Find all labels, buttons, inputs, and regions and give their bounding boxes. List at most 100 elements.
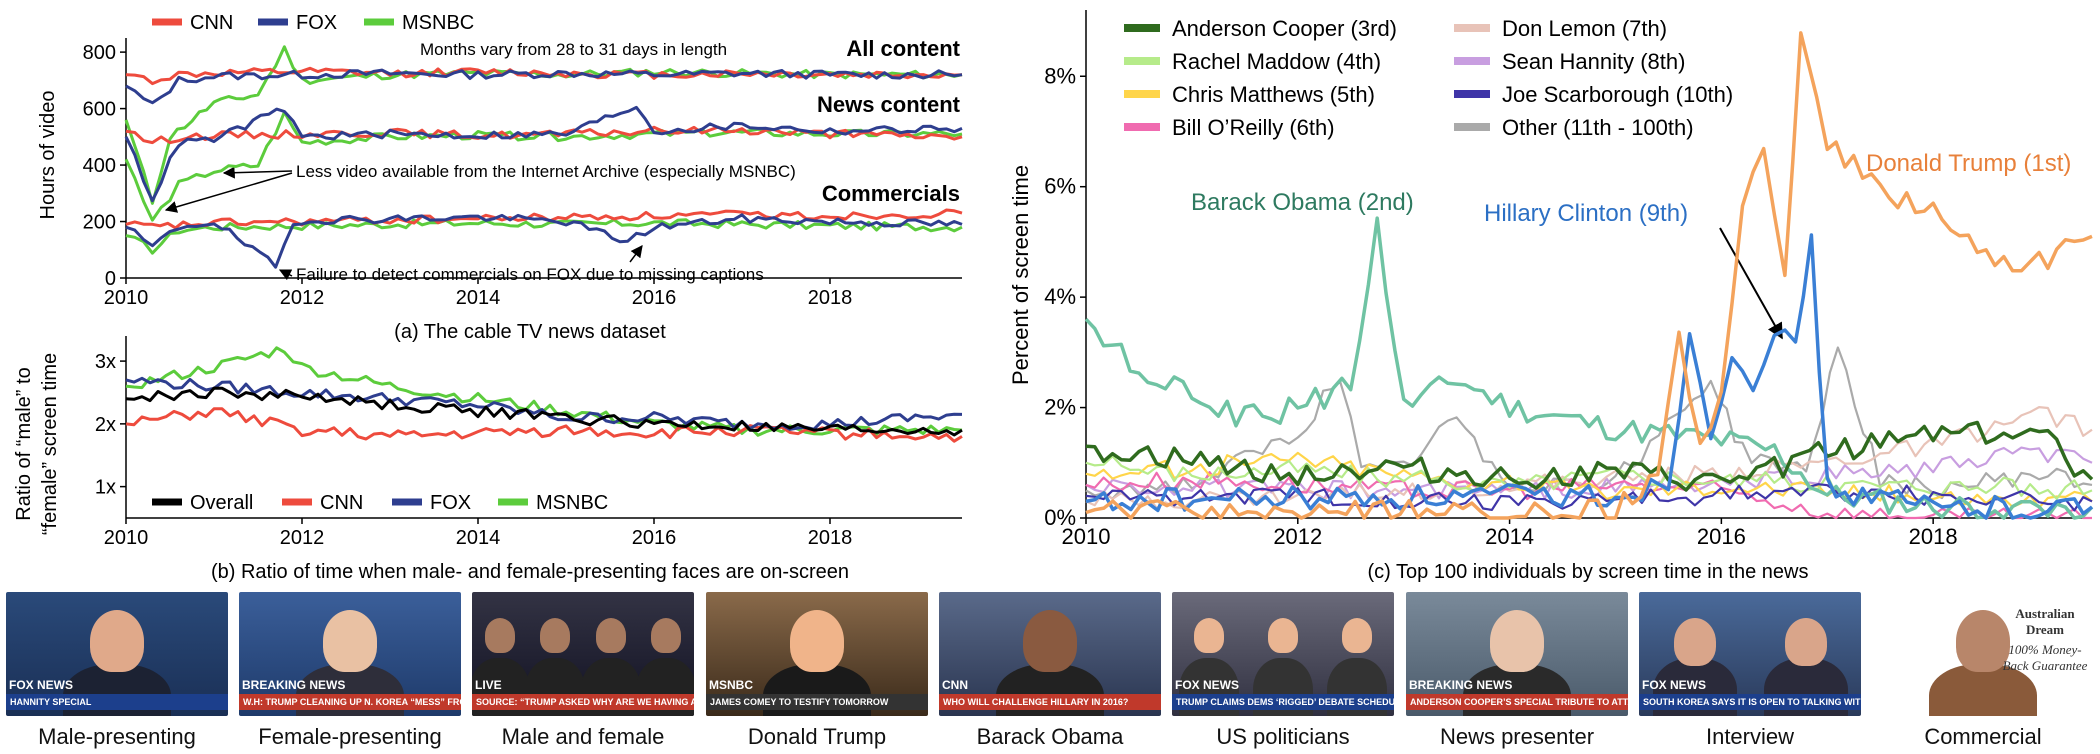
clinton-label-arrow	[1719, 227, 1783, 340]
series-line-screen-donald-trump-1st	[1085, 31, 2093, 520]
label-barack-obama: Barack Obama (2nd)	[1191, 189, 1414, 216]
panel-b-x-tick-label: 2012	[280, 527, 325, 549]
thumbnail-commercial: Australian Dream 100% Money-Back Guarante…	[1872, 592, 2094, 750]
panel-c-legend-label-other-11th-100th: Other (11th - 100th)	[1502, 115, 1694, 140]
panel-a-y-tick-label: 200	[83, 212, 116, 234]
thumbnail-image: JAMES COMEY TO TESTIFY TOMORROW MSNBC	[706, 592, 928, 716]
thumbnail-network-logo: BREAKING NEWS	[242, 678, 346, 692]
person-head	[1023, 610, 1077, 673]
annotation-months: Months vary from 28 to 31 days in length	[420, 40, 727, 59]
thumbnail-caption: US politicians	[1216, 724, 1350, 749]
panel-c-legend-label-joe-scarborough-10th: Joe Scarborough (10th)	[1502, 82, 1733, 107]
series-line-commercials-msnbc	[125, 218, 963, 255]
person-head	[90, 610, 144, 673]
thumbnail-ticker: JAMES COMEY TO TESTIFY TOMORROW	[706, 694, 928, 710]
panel-c-legend-label-chris-matthews-5th: Chris Matthews (5th)	[1172, 82, 1375, 107]
panel-b-y-tick-label: 3x	[95, 351, 116, 373]
series-line-ratio-msnbc	[125, 346, 963, 437]
panel-a-ylabel: Hours of video	[37, 91, 59, 220]
panel-b-x-tick-label: 2018	[808, 527, 853, 549]
panel-b-ylabel-line2: “female” screen time	[39, 353, 61, 535]
series-line-news-content-fox	[124, 105, 963, 203]
panel-b-chart: Ratio of “male” to “female” screen time …	[13, 336, 963, 583]
panel-a-y-tick-label: 0	[105, 268, 116, 290]
panel-c-x-tick-label: 2010	[1062, 524, 1111, 549]
panel-c-legend-label-sean-hannity-8th: Sean Hannity (8th)	[1502, 49, 1685, 74]
panel-c-legend-label-anderson-cooper-3rd: Anderson Cooper (3rd)	[1172, 16, 1397, 41]
series-line-screen-anderson-cooper-3rd	[1085, 420, 2094, 492]
panel-b-ylabel-line1: Ratio of “male” to	[13, 367, 35, 520]
thumbnail-ticker: HANNITY SPECIAL	[6, 694, 228, 710]
thumbnail-barack-obama: WHO WILL CHALLENGE HILLARY IN 2016? CNN Ba…	[939, 592, 1161, 750]
panel-a-caption: (a) The cable TV news dataset	[394, 321, 666, 343]
panel-c-chart: Percent of screen time (c) Top 100 indiv…	[1008, 10, 2094, 583]
annotation-failure: Failure to detect commercials on FOX due…	[296, 265, 764, 284]
panel-a-legend-label-msnbc: MSNBC	[402, 12, 474, 34]
panel-a-legend: CNN FOX MSNBC	[152, 12, 474, 34]
panel-b-x-tick-label: 2016	[632, 527, 677, 549]
panel-a-annotations: Months vary from 28 to 31 days in length…	[164, 36, 961, 284]
thumbnail-news-presenter: ANDERSON COOPER’S SPECIAL TRIBUTE TO ATT…	[1406, 592, 1628, 750]
panel-c-caption: (c) Top 100 individuals by screen time i…	[1368, 561, 1809, 583]
thumbnail-image: Australian Dream 100% Money-Back Guarante…	[1872, 592, 2094, 716]
thumbnail-network-logo: CNN	[942, 678, 968, 692]
person-head	[1784, 618, 1827, 667]
panel-a-x-tick-label: 2010	[104, 287, 149, 309]
thumbnail-strip: HANNITY SPECIAL FOX NEWS Male-presenting W.…	[0, 592, 2100, 754]
panel-b-legend: Overall CNN FOX MSNBC	[152, 492, 608, 514]
series-line-ratio-overall	[125, 386, 963, 437]
annotation-all-content: All content	[846, 36, 960, 61]
annotation-less-video: Less video available from the Internet A…	[296, 162, 796, 181]
panel-b-y-tick-label: 1x	[95, 477, 116, 499]
thumbnail-ticker: SOUTH KOREA SAYS IT IS OPEN TO TALKING W…	[1639, 694, 1861, 710]
thumbnail-image: SOURCE: “TRUMP ASKED WHY ARE WE HAVING A…	[472, 592, 694, 716]
person-head	[484, 618, 515, 653]
annotation-news-content: News content	[817, 92, 961, 117]
thumbnail-female-presenting: W.H: TRUMP CLEANING UP N. KOREA “MESS” F…	[239, 592, 461, 750]
thumbnail-image: W.H: TRUMP CLEANING UP N. KOREA “MESS” F…	[239, 592, 461, 716]
annotation-arrow-less-1	[222, 166, 293, 179]
thumbnail-ticker: WHO WILL CHALLENGE HILLARY IN 2016?	[939, 694, 1161, 710]
thumbnail-male-and-female: SOURCE: “TRUMP ASKED WHY ARE WE HAVING A…	[472, 592, 694, 750]
ad-text: 100% Money-Back Guarantee	[2002, 642, 2088, 673]
panel-c-legend-label-don-lemon-7th: Don Lemon (7th)	[1502, 16, 1667, 41]
thumbnail-caption: Barack Obama	[976, 724, 1124, 749]
person-head	[595, 618, 626, 653]
panel-b-x-tick-label: 2010	[104, 527, 149, 549]
panel-c-y-tick-label: 6%	[1044, 174, 1076, 199]
panel-a-y-tick-label: 400	[83, 155, 116, 177]
panel-c-x-tick-label: 2018	[1909, 524, 1958, 549]
thumbnail-us-politicians: TRUMP CLAIMS DEMS ‘RIGGED’ DEBATE SCHEDU…	[1172, 592, 1394, 750]
panel-b-caption: (b) Ratio of time when male- and female-…	[211, 561, 849, 583]
annotation-arrow-failure-2	[629, 245, 643, 263]
thumbnail-image: HANNITY SPECIAL FOX NEWS	[6, 592, 228, 716]
person-head	[651, 618, 682, 653]
person-head	[1268, 618, 1298, 653]
person-body	[1929, 664, 2037, 716]
thumbnail-image: ANDERSON COOPER’S SPECIAL TRIBUTE TO ATT…	[1406, 592, 1628, 716]
panel-a-x-tick-label: 2018	[808, 287, 853, 309]
thumbnail-image: SOUTH KOREA SAYS IT IS OPEN TO TALKING W…	[1639, 592, 1861, 716]
thumbnail-interview: SOUTH KOREA SAYS IT IS OPEN TO TALKING W…	[1639, 592, 1861, 750]
figure-charts: Hours of video (a) The cable TV news dat…	[13, 10, 2094, 583]
annotation-arrow-failure	[278, 269, 293, 281]
panel-b-legend-label-cnn: CNN	[320, 492, 363, 514]
thumbnail-caption: Donald Trump	[747, 724, 887, 749]
panel-c-x-tick-label: 2012	[1273, 524, 1322, 549]
thumbnail-network-logo: FOX NEWS	[1642, 678, 1707, 692]
panel-c-legend-label-bill-o-reilly-6th: Bill O’Reilly (6th)	[1172, 115, 1335, 140]
thumbnail-network-logo: MSNBC	[709, 678, 753, 692]
series-line-screen-sean-hannity-8th	[1085, 446, 2093, 500]
annotation-arrow-less-2	[164, 172, 293, 213]
panel-c-x-tick-label: 2014	[1485, 524, 1534, 549]
panel-a-y-tick-label: 800	[83, 42, 116, 64]
thumbnail-ticker: ANDERSON COOPER’S SPECIAL TRIBUTE TO ATT…	[1406, 694, 1628, 710]
person-head	[1673, 618, 1716, 667]
person-head	[540, 618, 571, 653]
panel-b-x-tick-label: 2014	[456, 527, 501, 549]
thumbnail-image: WHO WILL CHALLENGE HILLARY IN 2016? CNN	[939, 592, 1161, 716]
panel-c-legend-label-rachel-maddow-4th: Rachel Maddow (4th)	[1172, 49, 1381, 74]
panel-c-ylabel: Percent of screen time	[1008, 165, 1033, 385]
person-head	[790, 610, 844, 673]
panel-a-x-tick-label: 2016	[632, 287, 677, 309]
